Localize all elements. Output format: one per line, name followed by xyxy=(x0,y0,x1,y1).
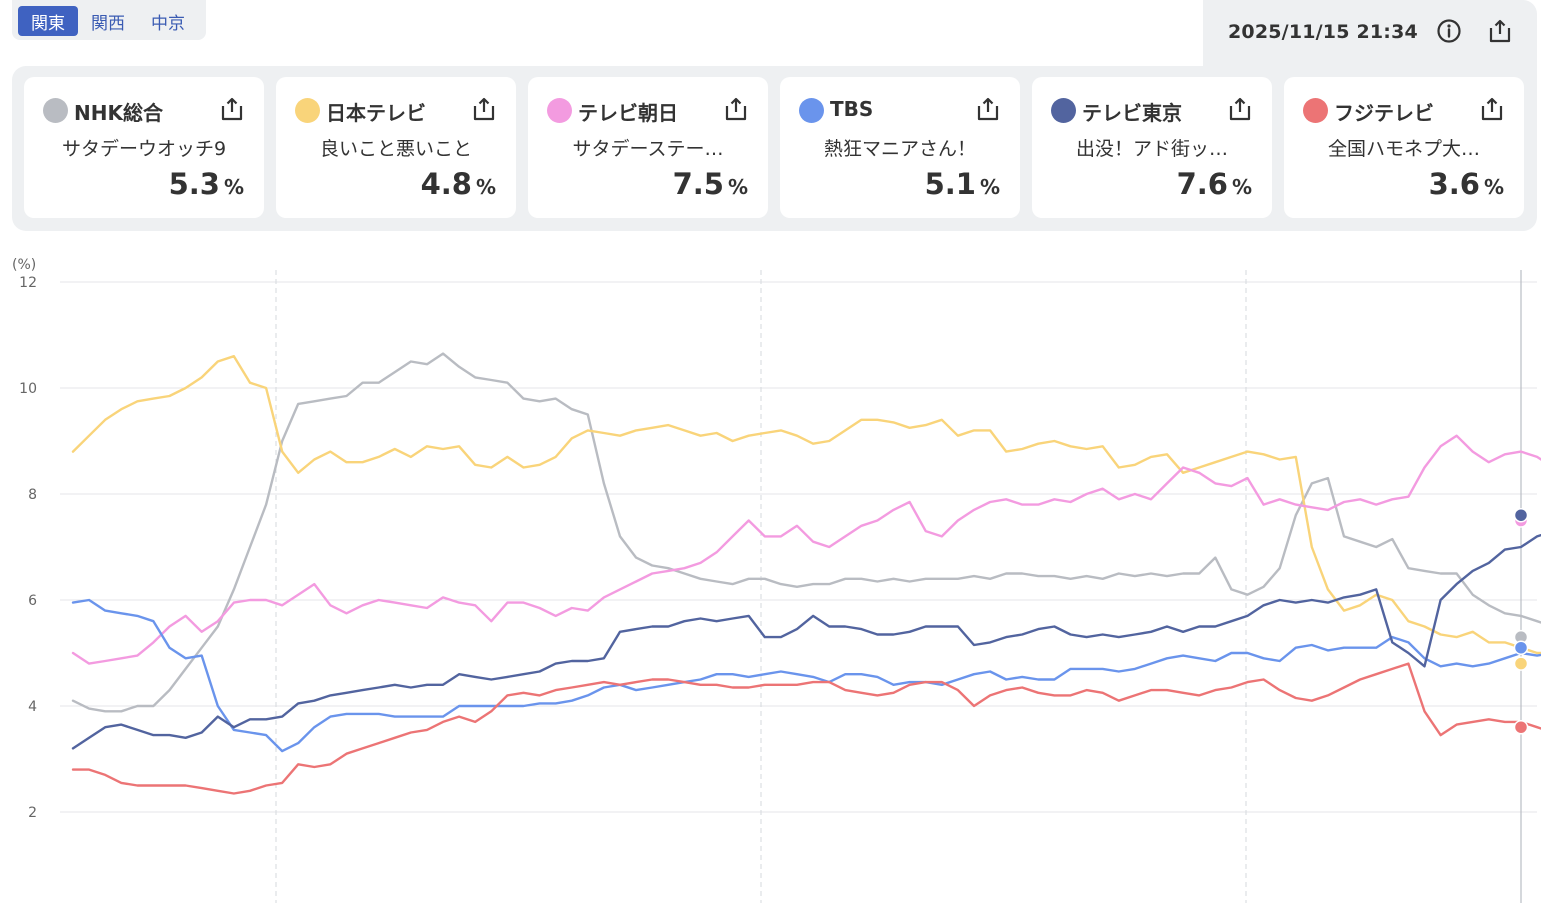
channel-name: フジテレビ xyxy=(1334,101,1434,125)
rating-number: 7.6 xyxy=(1176,167,1228,201)
tab-chukyo[interactable]: 中京 xyxy=(151,13,185,34)
program-title: 全国ハモネプ大… xyxy=(1327,138,1480,160)
y-tick-label: 6 xyxy=(28,593,37,609)
program-title: 出没！アド街ッ… xyxy=(1075,138,1228,160)
y-tick-label: 10 xyxy=(19,381,37,397)
channel-card-ntv[interactable]: 日本テレビ良いこと悪いこと 4.8% xyxy=(276,77,516,218)
rating-number: 5.3 xyxy=(168,167,220,201)
channel-card-fuji[interactable]: フジテレビ全国ハモネプ大… 3.6% xyxy=(1284,77,1524,218)
channel-color-dot xyxy=(43,98,68,123)
channel-cards: NHK総合 サタデーウオッチ9 5.3% 日本テレビ 良いこと悪いこと 4.8% テレビ朝日… xyxy=(12,66,1537,231)
program-title: サタデーステー… xyxy=(572,138,724,160)
channel-name: NHK総合 xyxy=(74,101,163,125)
channel-color-dot xyxy=(1051,98,1076,123)
rating-unit: % xyxy=(223,175,244,199)
y-tick-label: 4 xyxy=(28,699,37,715)
share-icon[interactable] xyxy=(1487,18,1513,44)
share-icon[interactable] xyxy=(975,96,1001,122)
share-icon[interactable] xyxy=(723,96,749,122)
series-line-5 xyxy=(71,662,1541,795)
rating-unit: % xyxy=(727,175,748,199)
share-icon[interactable] xyxy=(1479,96,1505,122)
channel-color-dot xyxy=(799,98,824,123)
series-end-marker-3 xyxy=(1513,640,1529,655)
channel-color-dot xyxy=(295,98,320,123)
rating-unit: % xyxy=(475,175,496,199)
ratings-line-chart: 2 4 6 8 10 12 (%) xyxy=(12,257,1541,903)
rating-unit: % xyxy=(1231,175,1252,199)
rating-number: 3.6 xyxy=(1428,167,1480,201)
tab-kanto[interactable]: 関東 xyxy=(18,6,78,36)
channel-card-nhk[interactable]: NHK総合サタデーウオッチ9 5.3% xyxy=(24,77,264,218)
share-icon[interactable] xyxy=(219,96,245,122)
rating-value: 7.5% xyxy=(673,167,748,201)
timestamp-panel: 2025/11/15 21:34 xyxy=(1203,0,1537,66)
rating-value: 3.6% xyxy=(1429,167,1504,201)
series-line-1 xyxy=(71,354,1541,655)
share-icon[interactable] xyxy=(471,96,497,122)
region-tabs: 関東 関西 中京 xyxy=(12,0,206,40)
series-line-0 xyxy=(71,352,1541,713)
program-title: サタデーウオッチ9 xyxy=(61,138,227,160)
rating-number: 4.8 xyxy=(420,167,472,201)
series-end-marker-4 xyxy=(1513,507,1529,523)
series-end-marker-5 xyxy=(1513,719,1529,735)
channel-name: 日本テレビ xyxy=(326,101,426,125)
series-line-4 xyxy=(71,533,1541,750)
rating-number: 5.1 xyxy=(924,167,976,201)
share-icon[interactable] xyxy=(1227,96,1253,122)
channel-name: テレビ朝日 xyxy=(578,101,678,125)
program-title: 熱狂マニアさん！ xyxy=(823,138,976,160)
series-line-3 xyxy=(71,598,1541,753)
rating-unit: % xyxy=(1483,175,1504,199)
info-icon[interactable] xyxy=(1436,18,1462,44)
rating-value: 7.6% xyxy=(1177,167,1252,201)
rating-number: 7.5 xyxy=(672,167,724,201)
channel-card-tv-tokyo[interactable]: テレビ東京出没！アド街ッ… 7.6% xyxy=(1032,77,1272,218)
channel-color-dot xyxy=(547,98,572,123)
channel-name: TBS xyxy=(830,97,874,121)
series-end-marker-1 xyxy=(1513,656,1529,671)
y-tick-label: 2 xyxy=(28,805,37,821)
channel-card-tbs[interactable]: TBS 熱狂マニアさん！ 5.1% xyxy=(780,77,1020,218)
channel-color-dot xyxy=(1303,98,1328,123)
channel-name: テレビ東京 xyxy=(1082,101,1182,125)
series-line-2 xyxy=(71,434,1541,665)
y-tick-label: 12 xyxy=(19,275,37,291)
channel-card-tv-asahi[interactable]: テレビ朝日サタデーステー… 7.5% xyxy=(528,77,768,218)
tab-kansai[interactable]: 関西 xyxy=(91,13,125,34)
y-tick-label: 8 xyxy=(28,487,37,503)
y-axis-label: (%) xyxy=(12,257,36,273)
program-title: 良いこと悪いこと xyxy=(319,138,472,160)
rating-unit: % xyxy=(979,175,1000,199)
rating-value: 5.1% xyxy=(925,167,1000,201)
timestamp: 2025/11/15 21:34 xyxy=(1228,21,1418,43)
rating-value: 5.3% xyxy=(169,167,244,201)
rating-value: 4.8% xyxy=(421,167,496,201)
